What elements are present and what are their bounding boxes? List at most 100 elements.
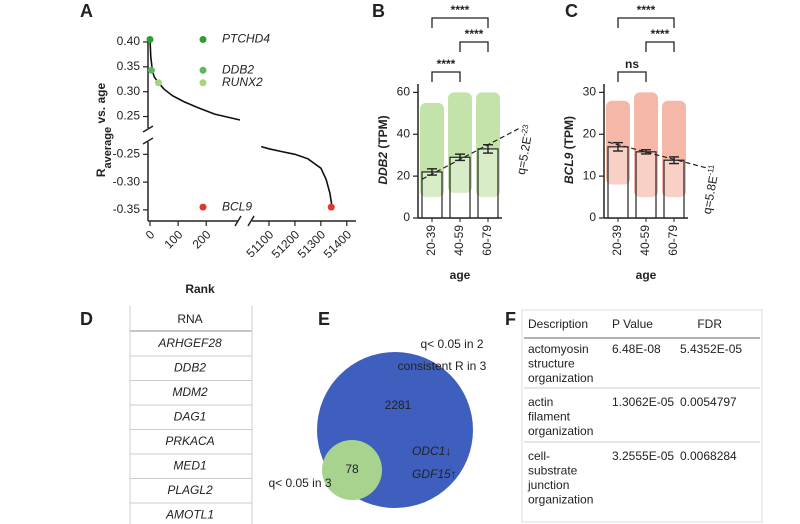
venn-count: 78 (345, 462, 359, 476)
description-line: filament (528, 410, 571, 424)
y-tick-label: 60 (397, 85, 411, 99)
column-header: Description (528, 317, 588, 331)
y-axis-title: BCL9 (TPM) (562, 116, 576, 184)
x-tick-label: 20-39 (424, 225, 438, 256)
table-frame (521, 309, 763, 523)
gene-cell: AMOTL1 (165, 508, 214, 522)
q-value-exponent: -23 (519, 123, 530, 136)
y-tick-label: 30 (583, 85, 597, 99)
venn-caption: q< 0.05 in 2 (420, 337, 483, 351)
p-value: 6.48E-08 (612, 342, 661, 356)
venn-caption: consistent R in 3 (398, 359, 487, 373)
venn-inner (322, 440, 382, 500)
point-cloud (634, 92, 658, 198)
y-axis-title: Raverage vs. age (94, 83, 114, 178)
y-axis-title-part: average (102, 127, 114, 169)
description-line: junction (527, 478, 569, 492)
description-line: actomyosin (528, 342, 589, 356)
point-cloud (662, 100, 686, 198)
gene-label: DDB2 (222, 62, 254, 76)
description-line: substrate (528, 464, 578, 478)
q-value-base: q=5.8E (700, 175, 720, 215)
description-line: organization (528, 424, 593, 438)
panel-letter: B (372, 1, 385, 21)
significance-label: **** (637, 3, 656, 17)
q-value-base: q=5.2E (514, 135, 534, 175)
label-dot (199, 203, 207, 211)
y-tick-label: 0 (589, 210, 596, 224)
significance-label: **** (437, 57, 456, 71)
x-tick-label: 200 (190, 227, 214, 251)
highlight-point (154, 79, 162, 87)
trend-line (421, 127, 521, 180)
x-axis-title: Rank (185, 282, 215, 296)
y-tick-label: -0.30 (113, 174, 141, 188)
y-tick-label: 20 (397, 168, 411, 182)
venn-caption: q< 0.05 in 3 (268, 476, 331, 490)
x-tick-label: 51100 (243, 227, 276, 260)
y-axis-title-gene: BCL9 (562, 152, 576, 184)
y-axis-title: DDB2 (TPM) (376, 115, 390, 184)
fdr: 0.0054797 (680, 395, 737, 409)
p-value: 3.2555E-05 (612, 449, 674, 463)
significance-bracket (431, 17, 489, 28)
fdr: 0.0068284 (680, 449, 737, 463)
panel-letter: F (505, 309, 516, 329)
significance-bracket (459, 41, 489, 52)
gene-label: BCL9 (222, 199, 252, 213)
column-header: FDR (697, 317, 722, 331)
axis-break (247, 215, 255, 227)
gene-cell: DDB2 (174, 361, 206, 375)
q-value-exponent: -11 (705, 163, 716, 176)
significance-label: **** (451, 3, 470, 17)
label-dot (199, 66, 207, 74)
gene-cell: MED1 (173, 459, 206, 473)
axis-break (142, 125, 154, 133)
y-tick-label: 0.40 (117, 34, 141, 48)
description-line: organization (528, 493, 593, 507)
axis-break (234, 215, 242, 227)
y-tick-label: 0.25 (117, 109, 141, 123)
y-tick-label: 20 (583, 126, 597, 140)
y-tick-label: 0 (403, 210, 410, 224)
gene-cell: PLAGL2 (167, 483, 213, 497)
y-axis-title-unit: (TPM) (562, 116, 576, 153)
panel-letter: D (80, 309, 93, 329)
x-tick-label: 51400 (321, 227, 355, 261)
point-cloud (448, 92, 472, 193)
highlight-point (147, 66, 155, 74)
y-tick-label: 10 (583, 168, 597, 182)
description-line: organization (528, 371, 593, 385)
bar (477, 148, 499, 219)
venn-count: 2281 (385, 398, 412, 412)
significance-bracket (617, 17, 675, 28)
gene-cell: DAG1 (174, 410, 207, 424)
gene-label: PTCHD4 (222, 32, 270, 46)
y-tick-label: 0.35 (117, 59, 141, 73)
x-axis-title: age (450, 268, 471, 282)
gene-cell: MDM2 (172, 385, 208, 399)
p-value: 1.3062E-05 (612, 395, 674, 409)
label-dot (199, 79, 207, 87)
x-tick-label: 20-39 (610, 225, 624, 256)
x-tick-label: 40-59 (452, 225, 466, 256)
y-axis-title-gene: DDB2 (376, 152, 390, 185)
panel-letter: A (80, 1, 93, 21)
x-axis-title: age (636, 268, 657, 282)
significance-bracket (431, 71, 461, 82)
gene-cell: PRKACA (165, 434, 214, 448)
rank-curve (260, 145, 334, 211)
column-header: P Value (612, 317, 653, 331)
significance-bracket (617, 71, 647, 82)
trend-line (607, 141, 707, 169)
table-header: RNA (177, 312, 202, 326)
highlight-point (327, 203, 335, 211)
bar (663, 159, 685, 219)
y-tick-label: -0.25 (113, 147, 141, 161)
bar (635, 151, 657, 219)
description-line: structure (528, 357, 575, 371)
panel-letter: E (318, 309, 330, 329)
y-axis-title-part: R (94, 168, 108, 177)
